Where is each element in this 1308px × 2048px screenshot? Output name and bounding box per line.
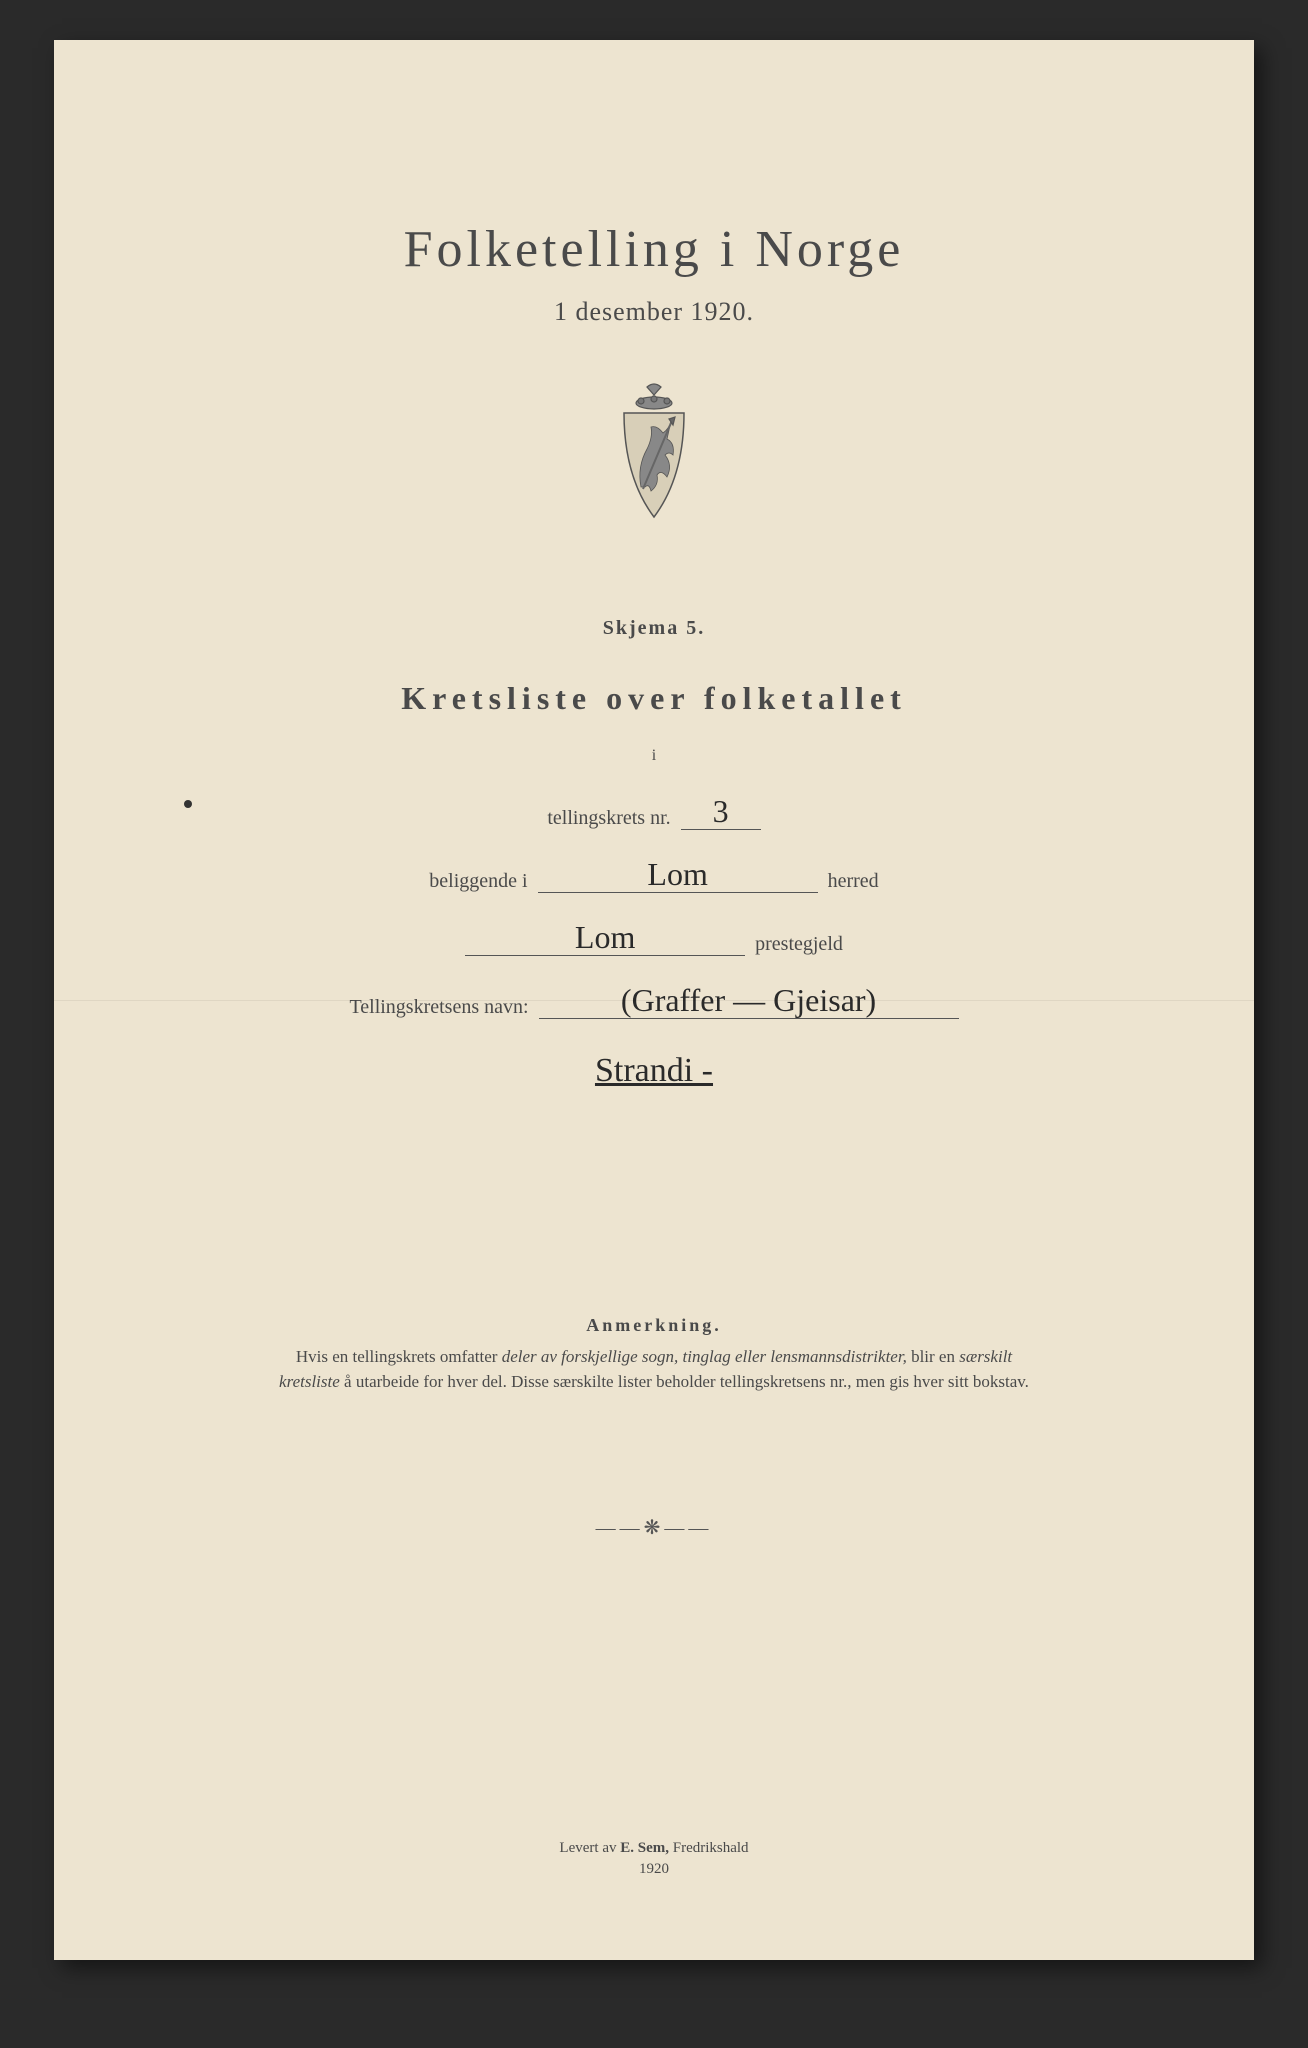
fold-crease [54, 1000, 1254, 1001]
value-kretsnavn-2: Strandi - [194, 1047, 1114, 1095]
form-number: Skjema 5. [194, 617, 1114, 640]
remark-heading: Anmerkning. [194, 1315, 1114, 1336]
footer-publisher: E. Sem, [620, 1840, 669, 1856]
form-row-krets-nr: tellingskrets nr. 3 [194, 795, 1114, 830]
handwritten-strandi: Strandi - [595, 1052, 713, 1089]
footer-text-b: Fredrikshald [669, 1840, 749, 1856]
value-kretsnavn-1: (Graffer — Gjeisar) [539, 984, 959, 1019]
date-line: 1 desember 1920. [194, 297, 1114, 327]
form-row-prestegjeld: Lom prestegjeld [194, 921, 1114, 956]
main-title: Folketelling i Norge [194, 220, 1114, 279]
form-row-kretsnavn: Tellingskretsens navn: (Graffer — Gjeisa… [194, 984, 1114, 1019]
value-prestegjeld: Lom [465, 921, 745, 956]
label-herred: herred [828, 870, 879, 893]
remark-part-1: Hvis en tellingskrets omfatter [296, 1347, 502, 1366]
footer-year: 1920 [54, 1859, 1254, 1880]
remark-part-2: blir en [907, 1347, 959, 1366]
value-herred: Lom [538, 858, 818, 893]
divider-ornament: ——❋—— [194, 1515, 1114, 1540]
remark-italic-1: deler av forskjellige sogn, tinglag elle… [502, 1347, 907, 1366]
label-tellingskrets: tellingskrets nr. [547, 807, 670, 830]
printer-footer: Levert av E. Sem, Fredrikshald 1920 [54, 1838, 1254, 1880]
document-page: Folketelling i Norge 1 desember 1920. Sk… [54, 40, 1254, 1960]
remark-part-3: å utarbeide for hver del. Disse særskilt… [340, 1372, 1029, 1391]
footer-line-1: Levert av E. Sem, Fredrikshald [54, 1838, 1254, 1859]
ink-dot [184, 800, 192, 808]
value-krets-nr: 3 [681, 795, 761, 830]
coat-of-arms-icon [194, 377, 1114, 527]
form-row-herred: beliggende i Lom herred [194, 858, 1114, 893]
preposition-i: i [194, 747, 1114, 765]
footer-text-a: Levert av [559, 1840, 620, 1856]
label-prestegjeld: prestegjeld [755, 933, 843, 956]
label-beliggende: beliggende i [429, 870, 527, 893]
section-heading: Kretsliste over folketallet [194, 680, 1114, 717]
remark-body: Hvis en tellingskrets omfatter deler av … [264, 1344, 1044, 1395]
